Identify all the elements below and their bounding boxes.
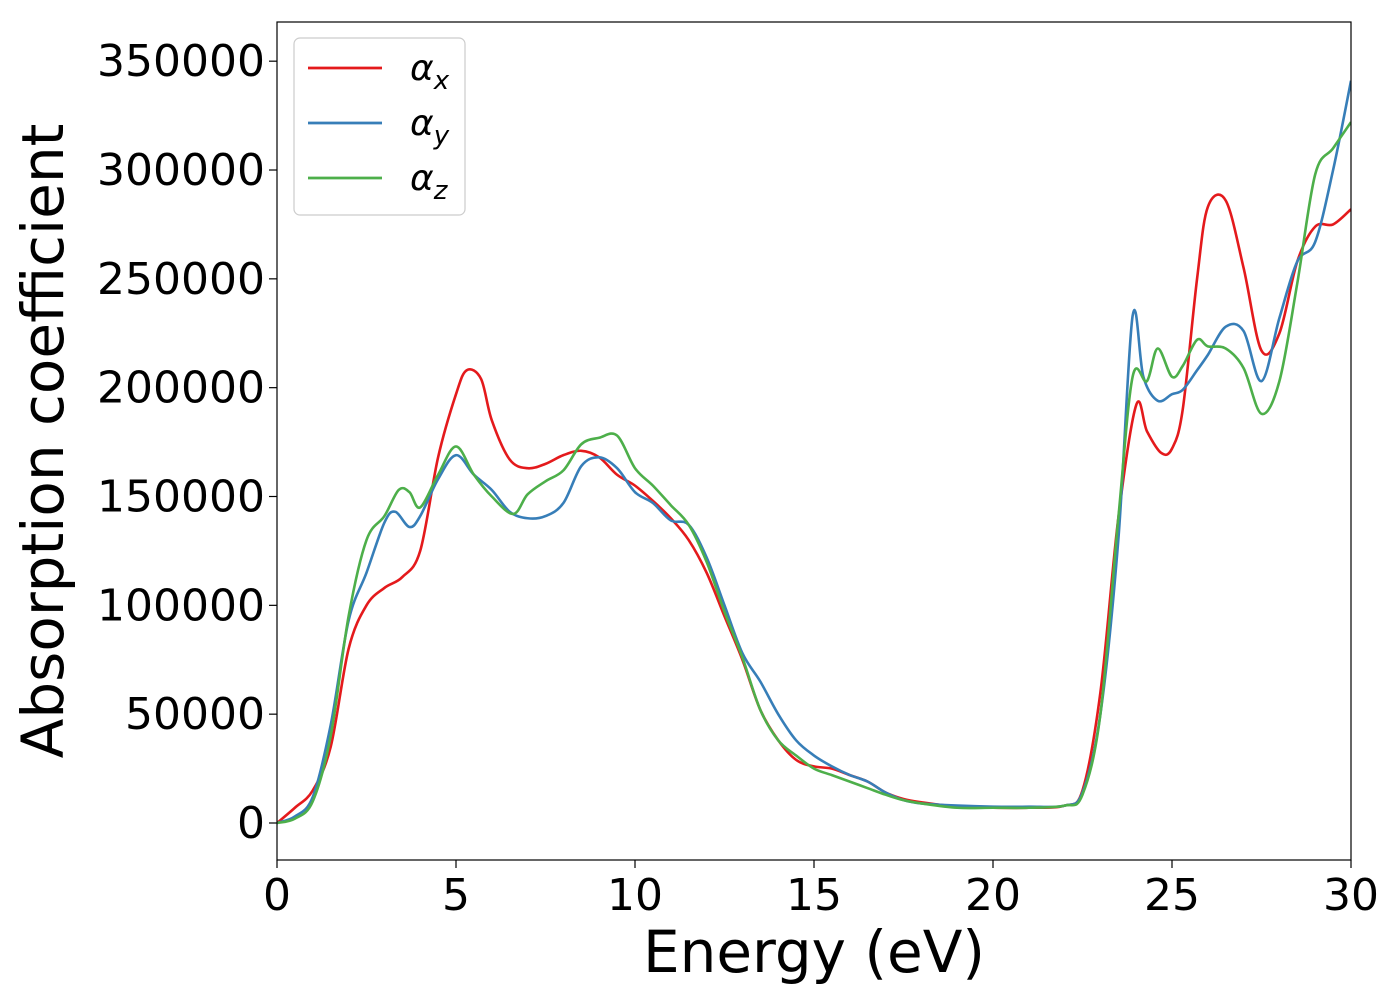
y-tick-label: 100000 bbox=[97, 580, 265, 631]
x-tick-label: 10 bbox=[607, 870, 663, 921]
x-tick-label: 5 bbox=[442, 870, 470, 921]
x-tick-label: 0 bbox=[263, 870, 291, 921]
x-tick-label: 20 bbox=[965, 870, 1021, 921]
y-tick-label: 50000 bbox=[125, 689, 265, 740]
x-tick-label: 15 bbox=[786, 870, 842, 921]
y-tick-label: 150000 bbox=[97, 472, 265, 523]
legend-label: αy bbox=[410, 103, 450, 151]
y-tick-label: 350000 bbox=[97, 36, 265, 87]
y-tick-label: 200000 bbox=[97, 363, 265, 414]
x-axis-label: Energy (eV) bbox=[643, 918, 985, 986]
y-tick-label: 300000 bbox=[97, 145, 265, 196]
x-axis-ticks: 0 5 10 15 20 25 30 bbox=[263, 860, 1379, 921]
series-layer bbox=[277, 80, 1351, 825]
legend-box bbox=[293, 37, 466, 216]
x-tick-label: 25 bbox=[1144, 870, 1200, 921]
y-axis-ticks: 0 50000 100000 150000 200000 250000 300000 3500… bbox=[97, 36, 277, 849]
legend-label: αx bbox=[410, 48, 450, 96]
series-line-y bbox=[277, 80, 1351, 825]
legend: αx αy αz bbox=[293, 37, 466, 216]
y-axis-label: Absorption coefficient bbox=[9, 124, 77, 759]
legend-label: αz bbox=[410, 158, 449, 206]
y-tick-label: 0 bbox=[237, 798, 265, 849]
y-tick-label: 250000 bbox=[97, 254, 265, 305]
x-tick-label: 30 bbox=[1323, 870, 1379, 921]
series-line-z bbox=[277, 121, 1351, 825]
